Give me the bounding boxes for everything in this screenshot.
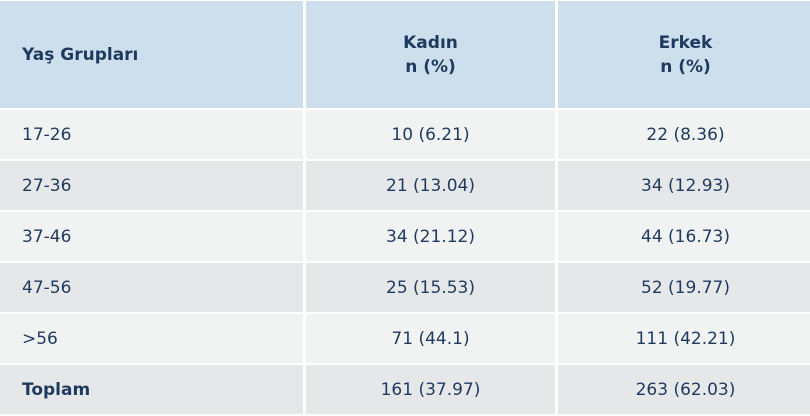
table-row: 17-26 10 (6.21) 22 (8.36) (0, 110, 810, 159)
female-cell: 10 (6.21) (306, 110, 555, 159)
age-group-cell: 47-56 (0, 263, 303, 312)
total-row: Toplam 161 (37.97) 263 (62.03) (0, 365, 810, 414)
header-row: Yaş Grupları Kadın n (%) Erkek n (%) (0, 1, 810, 108)
header-sublabel: n (%) (660, 56, 711, 77)
female-cell: 25 (15.53) (306, 263, 555, 312)
header-sublabel: n (%) (405, 56, 456, 77)
header-male: Erkek n (%) (558, 1, 810, 108)
female-cell: 34 (21.12) (306, 212, 555, 261)
female-cell: 71 (44.1) (306, 314, 555, 363)
female-cell: 21 (13.04) (306, 161, 555, 210)
male-cell: 111 (42.21) (558, 314, 810, 363)
age-group-cell: 17-26 (0, 110, 303, 159)
female-total-cell: 161 (37.97) (306, 365, 555, 414)
header-age-groups: Yaş Grupları (0, 1, 303, 108)
male-cell: 22 (8.36) (558, 110, 810, 159)
header-label: Erkek (658, 32, 713, 53)
male-cell: 34 (12.93) (558, 161, 810, 210)
header-label: Yaş Grupları (22, 44, 139, 65)
table-row: >56 71 (44.1) 111 (42.21) (0, 314, 810, 363)
table-row: 27-36 21 (13.04) 34 (12.93) (0, 161, 810, 210)
male-cell: 52 (19.77) (558, 263, 810, 312)
age-group-cell: 27-36 (0, 161, 303, 210)
total-label-cell: Toplam (0, 365, 303, 414)
table-row: 47-56 25 (15.53) 52 (19.77) (0, 263, 810, 312)
age-group-cell: >56 (0, 314, 303, 363)
male-total-cell: 263 (62.03) (558, 365, 810, 414)
male-cell: 44 (16.73) (558, 212, 810, 261)
header-female: Kadın n (%) (306, 1, 555, 108)
age-group-cell: 37-46 (0, 212, 303, 261)
header-label: Kadın (403, 32, 458, 53)
table-row: 37-46 34 (21.12) 44 (16.73) (0, 212, 810, 261)
